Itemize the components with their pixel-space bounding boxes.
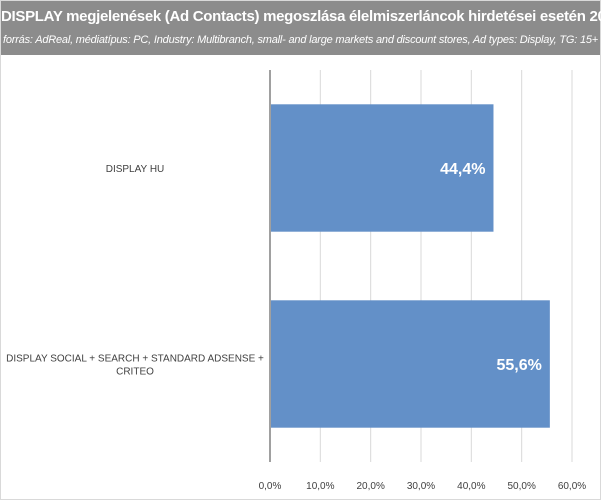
data-labels: 44,4% 55,6% — [440, 161, 542, 374]
x-tick-label: 30,0% — [407, 481, 435, 492]
x-tick-label: 50,0% — [507, 481, 535, 492]
category-label: DISPLAY HU — [106, 164, 165, 175]
chart-subtitle: forrás: AdReal, médiatípus: PC, Industry… — [2, 34, 599, 46]
category-labels: DISPLAY HU DISPLAY SOCIAL + SEARCH + STAN… — [6, 164, 264, 378]
data-label: 55,6% — [496, 357, 541, 374]
x-tick-label: 60,0% — [558, 481, 586, 492]
chart-header: DISPLAY megjelenések (Ad Contacts) megos… — [1, 1, 603, 55]
chart-title: DISPLAY megjelenések (Ad Contacts) megos… — [1, 8, 603, 25]
x-tick-label: 10,0% — [306, 481, 334, 492]
bars — [271, 104, 550, 428]
x-tick-label: 0,0% — [259, 481, 282, 492]
x-tick-label: 20,0% — [356, 481, 384, 492]
category-label: DISPLAY SOCIAL + SEARCH + STANDARD ADSEN… — [6, 354, 264, 365]
bar — [271, 104, 494, 232]
bar — [271, 300, 550, 428]
category-label: CRITEO — [116, 367, 154, 378]
value-axis-ticks: 0,0% 10,0% 20,0% 30,0% 40,0% 50,0% 60,0% — [259, 481, 587, 492]
x-tick-label: 40,0% — [457, 481, 485, 492]
data-label: 44,4% — [440, 161, 485, 178]
